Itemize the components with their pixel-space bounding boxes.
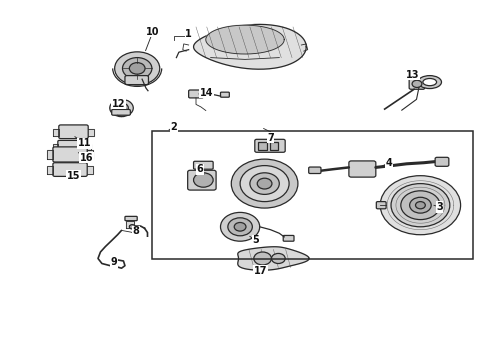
Ellipse shape [250, 173, 279, 194]
Ellipse shape [220, 212, 260, 241]
FancyBboxPatch shape [255, 139, 285, 152]
Polygon shape [206, 25, 284, 54]
Text: 6: 6 [196, 164, 203, 174]
FancyBboxPatch shape [112, 109, 130, 115]
FancyBboxPatch shape [194, 161, 213, 169]
Polygon shape [53, 144, 58, 150]
Ellipse shape [410, 197, 431, 213]
FancyBboxPatch shape [283, 235, 294, 241]
Ellipse shape [115, 52, 160, 85]
Text: 9: 9 [110, 257, 117, 267]
Ellipse shape [380, 176, 461, 235]
Text: 7: 7 [267, 132, 274, 143]
FancyBboxPatch shape [58, 140, 86, 152]
Polygon shape [53, 129, 59, 136]
FancyBboxPatch shape [409, 78, 425, 89]
Text: 17: 17 [254, 266, 268, 276]
FancyBboxPatch shape [349, 161, 376, 177]
Text: 1: 1 [185, 29, 192, 39]
FancyBboxPatch shape [220, 92, 229, 97]
Ellipse shape [416, 202, 425, 209]
Ellipse shape [391, 184, 450, 227]
Text: 2: 2 [171, 122, 177, 132]
FancyBboxPatch shape [53, 147, 87, 162]
Ellipse shape [254, 252, 271, 265]
Polygon shape [126, 221, 134, 228]
FancyBboxPatch shape [309, 167, 321, 174]
Ellipse shape [129, 225, 135, 229]
Ellipse shape [234, 222, 246, 231]
Bar [258, 142, 267, 150]
Ellipse shape [231, 159, 298, 208]
Ellipse shape [412, 80, 422, 87]
FancyBboxPatch shape [125, 216, 137, 221]
Text: 3: 3 [436, 202, 443, 212]
FancyBboxPatch shape [125, 76, 148, 85]
Polygon shape [238, 247, 309, 270]
Polygon shape [47, 166, 53, 174]
Text: 14: 14 [200, 88, 214, 98]
Polygon shape [47, 150, 53, 159]
Ellipse shape [271, 253, 285, 264]
Polygon shape [87, 166, 93, 174]
Ellipse shape [418, 76, 441, 89]
FancyBboxPatch shape [53, 163, 87, 176]
Ellipse shape [110, 99, 133, 117]
Text: 15: 15 [67, 171, 80, 181]
Polygon shape [87, 150, 93, 159]
FancyBboxPatch shape [435, 157, 449, 166]
Ellipse shape [115, 103, 128, 113]
Ellipse shape [240, 166, 289, 202]
Polygon shape [194, 24, 306, 69]
Polygon shape [88, 129, 94, 136]
Text: 10: 10 [146, 27, 160, 37]
Ellipse shape [122, 58, 152, 79]
Polygon shape [86, 144, 91, 150]
Text: 12: 12 [112, 99, 125, 109]
Text: 8: 8 [133, 226, 140, 236]
Bar [270, 142, 278, 150]
FancyBboxPatch shape [188, 170, 216, 190]
FancyBboxPatch shape [376, 202, 386, 209]
Ellipse shape [129, 63, 145, 74]
Ellipse shape [228, 218, 252, 236]
FancyBboxPatch shape [189, 90, 203, 98]
Text: 13: 13 [406, 70, 419, 80]
Text: 11: 11 [77, 138, 91, 148]
Bar [152, 131, 473, 259]
Ellipse shape [257, 178, 272, 189]
FancyBboxPatch shape [59, 125, 88, 139]
Ellipse shape [194, 173, 213, 187]
Ellipse shape [401, 191, 440, 220]
Ellipse shape [423, 78, 437, 86]
Text: 16: 16 [80, 153, 94, 163]
Text: 4: 4 [385, 158, 392, 168]
Text: 5: 5 [252, 235, 259, 246]
